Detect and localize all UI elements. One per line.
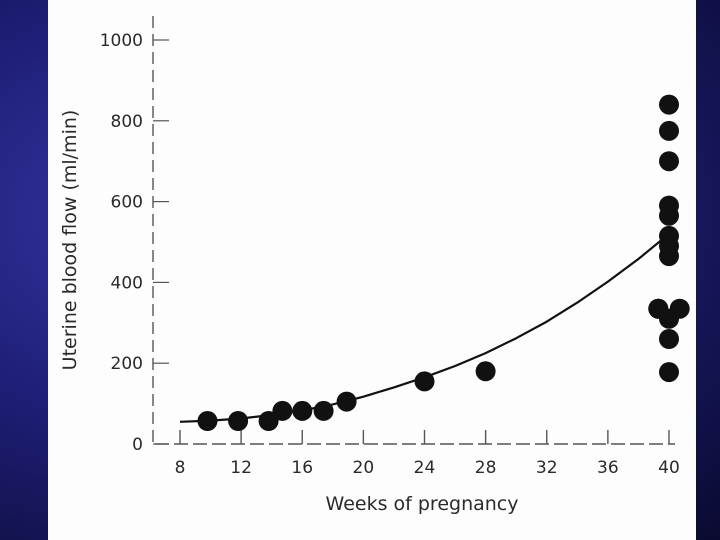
data-point xyxy=(475,361,496,382)
y-tick-label: 400 xyxy=(111,273,143,293)
data-point xyxy=(258,411,279,431)
data-points-layer xyxy=(197,94,690,431)
y-tick-label: 600 xyxy=(111,193,143,213)
data-point xyxy=(659,151,679,172)
chart-axes xyxy=(152,16,675,445)
x-tick-label: 24 xyxy=(414,458,436,478)
data-point xyxy=(228,411,249,431)
slide-panel: 8 12 16 20 24 28 32 36 40 0 200 400 600 800 1000 Weeks… xyxy=(48,0,696,540)
data-point xyxy=(313,400,334,421)
y-tick-label: 1000 xyxy=(100,31,143,51)
data-point xyxy=(197,411,218,431)
data-point xyxy=(272,400,293,421)
fitted-curve-layer xyxy=(179,233,670,423)
data-point xyxy=(292,400,313,421)
x-tick-label: 12 xyxy=(230,458,252,478)
data-point xyxy=(669,298,690,319)
data-point xyxy=(336,391,357,412)
y-tick-label: 800 xyxy=(111,112,143,132)
x-tick-label: 8 xyxy=(175,458,186,478)
data-point xyxy=(659,94,679,115)
data-point xyxy=(659,329,679,349)
x-tick-label: 28 xyxy=(475,458,497,478)
x-tick-label: 20 xyxy=(353,458,375,478)
fitted-curve-line xyxy=(179,233,670,423)
x-axis-title: Weeks of pregnancy xyxy=(326,493,519,515)
data-point xyxy=(659,205,679,226)
y-tick-label: 200 xyxy=(111,354,143,374)
data-point xyxy=(414,371,435,392)
x-tick-label: 32 xyxy=(536,458,558,478)
data-point xyxy=(659,120,679,141)
x-tick-label: 16 xyxy=(291,458,313,478)
data-point xyxy=(659,246,679,267)
data-point xyxy=(659,362,679,383)
y-axis-title: Uterine blood flow (ml/min) xyxy=(59,110,81,371)
y-tick-label: 0 xyxy=(132,435,143,455)
x-tick-label: 40 xyxy=(658,458,680,478)
x-tick-label: 36 xyxy=(597,458,619,478)
